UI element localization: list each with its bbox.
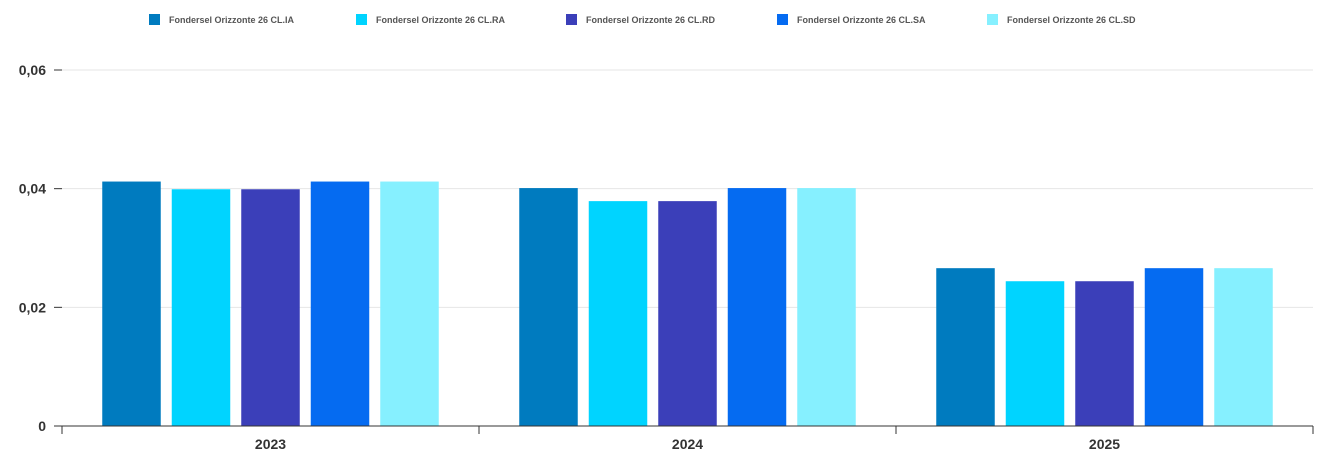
y-tick-label: 0,02: [19, 299, 46, 315]
bar-2023-series-5[interactable]: [380, 181, 439, 426]
bar-2025-series-5[interactable]: [1214, 268, 1273, 426]
bar-2024-series-5[interactable]: [797, 188, 856, 426]
bar-2025-series-4[interactable]: [1144, 268, 1204, 426]
legend-swatch-3: [566, 14, 577, 25]
bar-2025-series-1[interactable]: [936, 268, 995, 426]
bar-2025-series-2[interactable]: [1005, 281, 1065, 426]
bar-2024-series-1[interactable]: [519, 188, 578, 426]
y-tick-label: 0: [38, 418, 46, 434]
legend-swatch-4: [777, 14, 788, 25]
x-tick-label: 2024: [672, 436, 703, 452]
legend: Fondersel Orizzonte 26 CL.IA Fondersel Or…: [149, 14, 1136, 25]
legend-label-5[interactable]: Fondersel Orizzonte 26 CL.SD: [1007, 15, 1136, 25]
bar-2024-series-4[interactable]: [727, 188, 787, 426]
bar-2025-series-3[interactable]: [1075, 281, 1134, 426]
legend-swatch-2: [356, 14, 367, 25]
legend-swatch-1: [149, 14, 160, 25]
y-tick-label: 0,04: [19, 181, 46, 197]
bar-2023-series-3[interactable]: [241, 189, 300, 426]
axes: 0 0,02 0,04 0,06 2023 2024 2025: [19, 62, 1314, 452]
legend-label-3[interactable]: Fondersel Orizzonte 26 CL.RD: [586, 15, 716, 25]
legend-label-1[interactable]: Fondersel Orizzonte 26 CL.IA: [169, 15, 295, 25]
bar-2023-series-1[interactable]: [102, 181, 161, 426]
bar-2024-series-2[interactable]: [588, 201, 648, 426]
bar-2024-series-3[interactable]: [658, 201, 717, 426]
legend-swatch-5: [987, 14, 998, 25]
bars: [102, 181, 1273, 426]
legend-label-2[interactable]: Fondersel Orizzonte 26 CL.RA: [376, 15, 506, 25]
bar-2023-series-2[interactable]: [171, 189, 231, 426]
x-tick-label: 2025: [1089, 436, 1120, 452]
legend-label-4[interactable]: Fondersel Orizzonte 26 CL.SA: [797, 15, 926, 25]
bar-2023-series-4[interactable]: [310, 181, 370, 426]
y-tick-label: 0,06: [19, 62, 46, 78]
x-tick-label: 2023: [255, 436, 286, 452]
